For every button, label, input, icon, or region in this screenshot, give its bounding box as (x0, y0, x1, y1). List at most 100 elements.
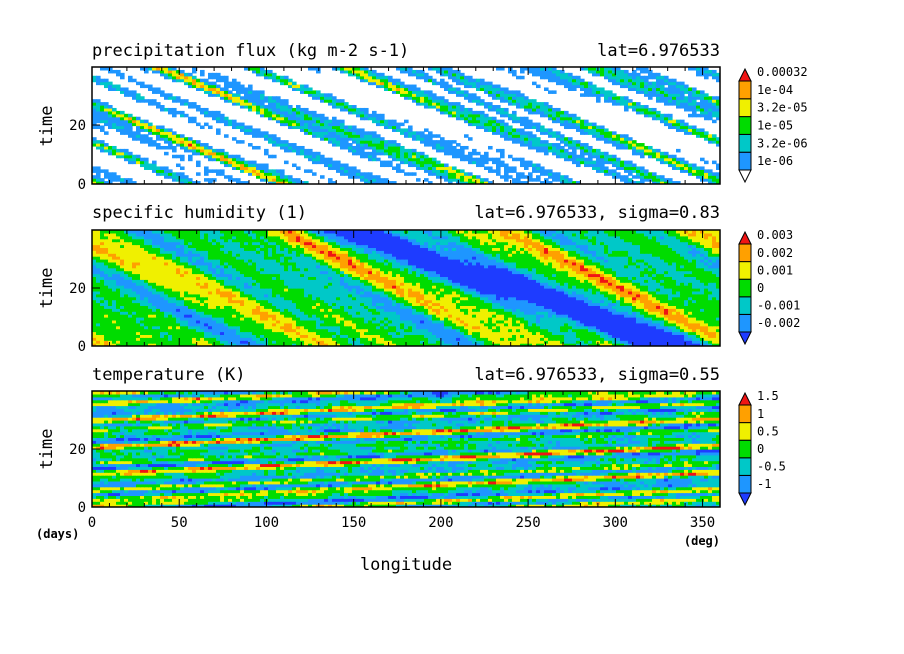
heatmap-cell (200, 143, 205, 147)
heatmap-cell (468, 311, 473, 315)
heatmap-cell (304, 128, 309, 132)
heatmap-cell (580, 143, 585, 147)
heatmap-cell (368, 154, 373, 159)
heatmap-cell (716, 337, 720, 341)
heatmap-cell (200, 110, 205, 115)
heatmap-cell (120, 328, 125, 333)
heatmap-cell (452, 311, 457, 315)
heatmap-cell (624, 69, 629, 74)
heatmap-cell (404, 331, 409, 335)
heatmap-cell (276, 119, 281, 124)
heatmap-cell (624, 181, 629, 184)
heatmap-cell (92, 181, 97, 184)
heatmap-cell (576, 154, 581, 159)
heatmap-cell (384, 78, 389, 83)
heatmap-cell (644, 319, 649, 324)
heatmap-cell (420, 160, 425, 165)
heatmap-cell (556, 175, 561, 179)
heatmap-cell (372, 145, 377, 150)
heatmap-cell (628, 331, 633, 335)
heatmap-cell (496, 166, 501, 170)
heatmap-cell (592, 328, 597, 333)
heatmap-cell (236, 166, 241, 170)
heatmap-cell (248, 311, 253, 315)
heatmap-cell (328, 163, 333, 168)
heatmap-cell (516, 331, 521, 335)
heatmap-cell (460, 172, 465, 176)
heatmap-cell (176, 308, 181, 312)
heatmap-cell (228, 317, 233, 321)
heatmap-cell (224, 325, 229, 330)
heatmap-cell (216, 314, 221, 318)
heatmap-cell (600, 166, 605, 170)
heatmap-cell (388, 122, 393, 127)
heatmap-cell (632, 107, 637, 112)
heatmap-cell (500, 122, 505, 127)
heatmap-cell (656, 72, 661, 77)
heatmap-cell (96, 169, 101, 173)
heatmap-cell (420, 72, 425, 77)
heatmap-cell (556, 343, 561, 346)
heatmap-cell (544, 322, 549, 327)
heatmap-cell (324, 308, 329, 312)
heatmap-cell (444, 334, 449, 338)
heatmap-cell (584, 128, 589, 132)
heatmap-cell (132, 337, 137, 341)
heatmap-cell (416, 90, 421, 94)
heatmap-cell (488, 102, 493, 106)
heatmap-cell (616, 102, 621, 106)
heatmap-cell (428, 102, 433, 106)
heatmap-cell (236, 87, 241, 91)
heatmap-cell (660, 119, 665, 124)
heatmap-cell (192, 331, 197, 335)
heatmap-cell (372, 328, 377, 333)
heatmap-cell (100, 119, 105, 124)
heatmap-cell (456, 317, 461, 321)
heatmap-cell (328, 157, 333, 162)
heatmap-cell (424, 134, 429, 138)
heatmap-cell (284, 331, 289, 335)
heatmap-cell (564, 119, 569, 124)
heatmap-cell (680, 128, 685, 132)
heatmap-cell (532, 163, 537, 168)
heatmap-cell (108, 125, 113, 130)
heatmap-cell (704, 331, 709, 335)
heatmap-cell (148, 308, 153, 312)
heatmap-cell (380, 314, 385, 318)
heatmap-cell (96, 319, 101, 324)
heatmap-cell (644, 67, 649, 71)
heatmap-cell (256, 311, 261, 315)
heatmap-cell (468, 78, 473, 83)
heatmap-cell (404, 154, 409, 159)
heatmap-cell (456, 322, 461, 327)
heatmap-cell (544, 328, 549, 333)
heatmap-cell (648, 145, 653, 150)
heatmap-cell (212, 116, 217, 121)
heatmap-cell (440, 166, 445, 170)
heatmap-cell (604, 169, 609, 173)
heatmap-cell (328, 343, 333, 346)
heatmap-cell (492, 340, 497, 344)
heatmap-cell (276, 107, 281, 112)
heatmap-cell (640, 337, 645, 341)
heatmap-cell (508, 131, 513, 135)
heatmap-cell (412, 328, 417, 333)
heatmap-cell (460, 148, 465, 153)
heatmap-cell (664, 331, 669, 335)
heatmap-cell (220, 317, 225, 321)
heatmap-cell (624, 78, 629, 83)
heatmap-cell (420, 96, 425, 100)
heatmap-cell (364, 69, 369, 74)
heatmap-cell (288, 119, 293, 124)
heatmap-cell (272, 110, 277, 115)
heatmap-cell (324, 311, 329, 315)
heatmap-cell (132, 137, 137, 141)
heatmap-cell (136, 99, 141, 103)
heatmap-cell (320, 125, 325, 130)
heatmap-cell (540, 311, 545, 315)
heatmap-cell (620, 311, 625, 315)
heatmap-cell (492, 325, 497, 330)
heatmap-cell (496, 131, 501, 135)
heatmap-cell (376, 331, 381, 335)
heatmap-cell (648, 93, 653, 97)
